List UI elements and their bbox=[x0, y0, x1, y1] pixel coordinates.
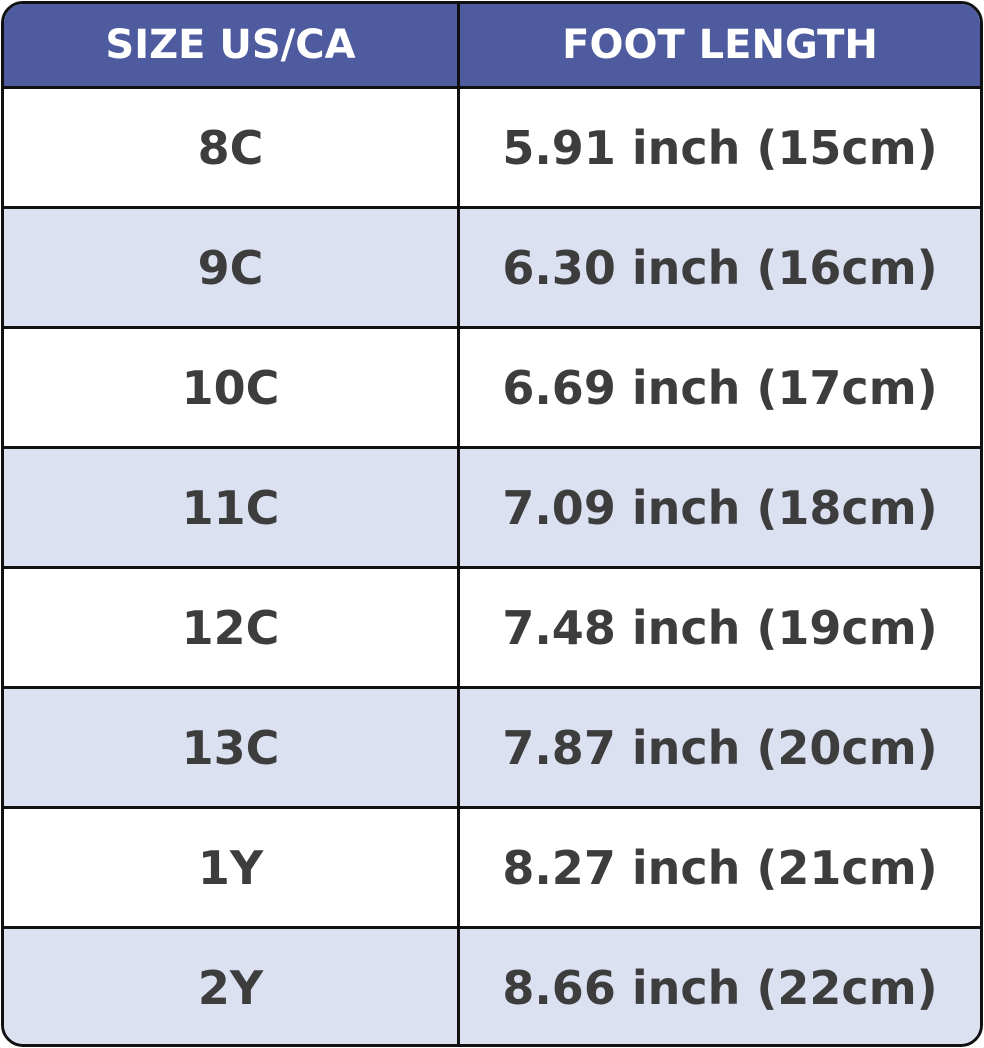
foot-length-cell: 8.27 inch (21cm) bbox=[502, 840, 938, 895]
table-row: 11C 7.09 inch (18cm) bbox=[4, 446, 980, 566]
table-row: 2Y 8.66 inch (22cm) bbox=[4, 926, 980, 1044]
table-header: SIZE US/CA FOOT LENGTH bbox=[4, 4, 980, 86]
table-row: 12C 7.48 inch (19cm) bbox=[4, 566, 980, 686]
foot-length-cell: 8.66 inch (22cm) bbox=[502, 960, 938, 1015]
table-row: 13C 7.87 inch (20cm) bbox=[4, 686, 980, 806]
foot-length-cell: 7.09 inch (18cm) bbox=[502, 480, 938, 535]
size-cell: 8C bbox=[4, 89, 460, 206]
table-row: 10C 6.69 inch (17cm) bbox=[4, 326, 980, 446]
foot-length-cell: 6.30 inch (16cm) bbox=[502, 240, 938, 295]
size-cell: 2Y bbox=[4, 929, 460, 1044]
size-cell: 9C bbox=[4, 209, 460, 326]
size-cell: 12C bbox=[4, 569, 460, 686]
size-cell: 11C bbox=[4, 449, 460, 566]
size-cell: 10C bbox=[4, 329, 460, 446]
foot-length-cell: 7.87 inch (20cm) bbox=[502, 720, 938, 775]
header-size: SIZE US/CA bbox=[4, 4, 460, 86]
table-row: 8C 5.91 inch (15cm) bbox=[4, 86, 980, 206]
foot-length-cell: 6.69 inch (17cm) bbox=[502, 360, 938, 415]
foot-length-cell: 5.91 inch (15cm) bbox=[502, 120, 938, 175]
size-cell: 1Y bbox=[4, 809, 460, 926]
table-row: 1Y 8.27 inch (21cm) bbox=[4, 806, 980, 926]
header-foot-length: FOOT LENGTH bbox=[562, 22, 878, 68]
foot-length-cell: 7.48 inch (19cm) bbox=[502, 600, 938, 655]
size-cell: 13C bbox=[4, 689, 460, 806]
table-row: 9C 6.30 inch (16cm) bbox=[4, 206, 980, 326]
